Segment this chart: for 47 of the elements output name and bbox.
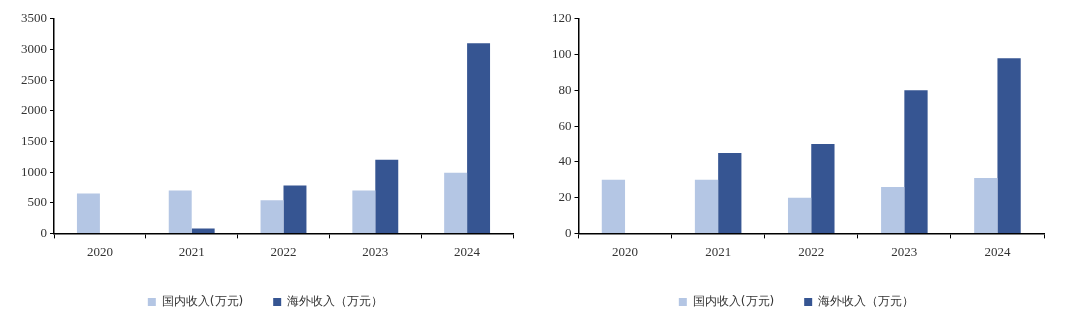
y-tick-label: 100 [552, 45, 572, 61]
y-tick-label: 500 [27, 194, 47, 210]
bar [375, 159, 399, 233]
bar [76, 193, 100, 233]
y-tick-label: 20 [558, 189, 572, 205]
x-tick-label: 2024 [454, 243, 481, 259]
x-tick-label: 2020 [86, 243, 113, 259]
y-tick-label: 0 [40, 224, 47, 240]
y-tick-label: 1500 [21, 132, 47, 148]
y-tick-label: 3000 [21, 40, 47, 56]
bar [283, 185, 307, 233]
bar [787, 197, 812, 233]
bar [168, 190, 192, 233]
bar [718, 152, 742, 233]
y-tick-label: 40 [558, 153, 572, 169]
bar [694, 179, 719, 233]
y-tick-label: 1000 [21, 163, 47, 179]
legend-label: 国内收入(万元) [692, 294, 775, 309]
y-tick-label: 80 [558, 81, 572, 97]
x-tick-label: 2023 [362, 243, 389, 259]
bar [601, 179, 626, 233]
y-tick-label: 60 [558, 117, 572, 133]
x-tick-label: 2020 [612, 243, 639, 259]
bar [997, 58, 1021, 233]
bar [811, 143, 835, 233]
bar [260, 200, 284, 233]
x-tick-label: 2024 [984, 243, 1011, 259]
y-tick-label: 120 [552, 10, 572, 26]
y-tick-label: 0 [565, 224, 572, 240]
x-tick-label: 2023 [891, 243, 918, 259]
bar [444, 172, 468, 233]
bar [974, 177, 998, 233]
bar [904, 90, 928, 233]
x-tick-label: 2022 [798, 243, 825, 259]
legend-label: 海外收入（万元） [287, 294, 384, 309]
bar [191, 228, 215, 233]
x-tick-label: 2021 [705, 243, 732, 259]
y-tick-label: 3500 [21, 10, 47, 26]
y-tick-label: 2000 [21, 102, 47, 118]
y-tick-label: 2500 [21, 71, 47, 87]
bar [467, 43, 491, 233]
legend-label: 国内收入(万元) [161, 294, 244, 309]
x-tick-label: 2022 [270, 243, 297, 259]
x-tick-label: 2021 [178, 243, 205, 259]
bar [881, 186, 905, 233]
bar [352, 190, 376, 233]
legend-label: 海外收入（万元） [818, 294, 915, 309]
